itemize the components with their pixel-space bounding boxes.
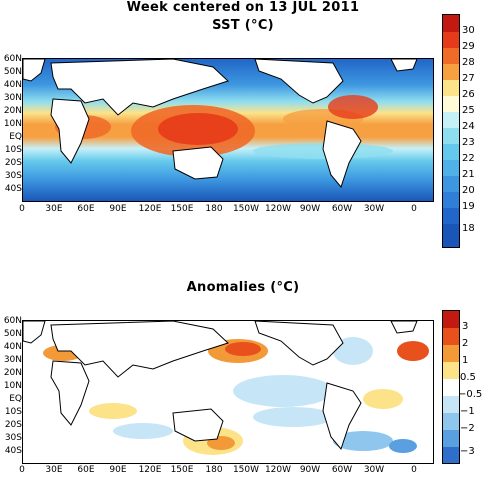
sst-map [22,58,434,202]
anomaly-lon-tick: 60W [331,465,353,475]
anomaly-colorbar-swatch [443,328,459,345]
anomaly-lon-tick: 30W [363,465,385,475]
anomaly-lat-tick: 60N [3,316,22,326]
sst-lat-tick: EQ [9,132,22,142]
sst-colorbar-label: 30 [462,25,475,36]
sst-lon-tick: 60E [77,204,95,214]
anomaly-colorbar-label: −1 [460,406,475,417]
sst-lat-tick: 30N [3,93,22,103]
sst-colorbar-swatch [443,176,459,192]
sst-lat-tick: 40S [4,184,22,194]
anomaly-colorbar-swatch [443,413,459,430]
sst-colorbar-label: 18 [462,223,475,234]
sst-lon-tick: 120E [138,204,162,214]
anomaly-colorbar-label: −0.5 [458,389,483,400]
anomaly-lon-tick: 60E [77,465,95,475]
anomaly-lon-tick: 30E [45,465,63,475]
sst-lon-tick: 60W [331,204,353,214]
sst-colorbar-swatch [443,48,459,64]
anomaly-subtitle: Anomalies (°C) [186,280,300,295]
sst-lon-tick: 0 [19,204,25,214]
anomaly-lat-tick: 30S [4,433,22,443]
anomaly-lat-tick: 40N [3,342,22,352]
sst-lat-tick: 50N [3,67,22,77]
sst-colorbar-swatch [443,80,459,96]
sst-colorbar [442,14,460,248]
anomaly-lon-tick: 0 [19,465,25,475]
anomaly-lat-tick: 10S [4,407,22,417]
sst-colorbar-label: 20 [462,185,475,196]
anomaly-lat-tick: 50N [3,329,22,339]
sst-colorbar-swatch [443,144,459,160]
anomaly-colorbar-swatch [443,311,459,328]
anomaly-colorbar-swatch [443,362,459,379]
sst-lat-tick: 10S [4,145,22,155]
anomaly-lon-tick: 120E [138,465,162,475]
anomaly-lon-tick: 150E [170,465,194,475]
sst-lon-tick: 150E [170,204,194,214]
sst-lon-tick: 90W [299,204,321,214]
anomaly-lon-tick: 90W [299,465,321,475]
sst-colorbar-label: 22 [462,153,475,164]
sst-lon-tick: 120W [264,204,292,214]
anomaly-colorbar-label: 3 [462,321,469,332]
anomaly-lon-tick: 150W [232,465,260,475]
sst-colorbar-label: 25 [462,105,475,116]
sst-lat-tick: 40N [3,80,22,90]
chart-title: Week centered on 13 JUL 2011 [126,0,360,15]
sst-colorbar-label: 28 [462,57,475,68]
sst-colorbar-swatch [443,160,459,176]
anomaly-lon-tick: 90E [109,465,127,475]
anomaly-lat-tick: EQ [9,394,22,404]
sst-colorbar-label: 26 [462,89,475,100]
anomaly-lat-tick: 20N [3,368,22,378]
sst-colorbar-swatch [443,32,459,48]
anomaly-colorbar-swatch [443,396,459,413]
sst-lat-tick: 60N [3,54,22,64]
sst-colorbar-label: 29 [462,41,475,52]
anomaly-lon-tick: 0 [411,465,417,475]
sst-lat-tick: 10N [3,119,22,129]
sst-colorbar-label: 21 [462,169,475,180]
sst-subtitle: SST (°C) [212,18,274,33]
sst-lon-tick: 30W [363,204,385,214]
anomaly-lat-tick: 10N [3,381,22,391]
sst-colorbar-swatch [443,192,459,208]
sst-colorbar-swatch [443,112,459,128]
sst-colorbar-swatch [443,64,459,80]
sst-colorbar-label: 19 [462,201,475,212]
anomaly-lat-tick: 40S [4,446,22,456]
anomaly-colorbar-swatch [443,379,459,396]
anomaly-colorbar-swatch [443,430,459,447]
sst-colorbar-swatch [443,208,459,224]
sst-lon-tick: 90E [109,204,127,214]
anomaly-colorbar-label: −3 [460,446,475,457]
anomaly-colorbar-swatch [443,447,459,463]
anomaly-lon-tick: 180 [205,465,223,475]
sst-lon-tick: 180 [205,204,223,214]
sst-colorbar-label: 27 [462,73,475,84]
sst-colorbar-swatch [443,96,459,112]
anomaly-colorbar-label: −2 [460,423,475,434]
anomaly-lat-tick: 20S [4,420,22,430]
anomaly-colorbar [442,310,460,464]
sst-lon-tick: 150W [232,204,260,214]
sst-colorbar-label: 23 [462,137,475,148]
anomaly-colorbar-label: 0.5 [460,372,476,383]
sst-lon-tick: 0 [411,204,417,214]
sst-colorbar-swatch [443,128,459,144]
anomaly-colorbar-label: 1 [462,355,469,366]
anomaly-lat-tick: 30N [3,355,22,365]
sst-colorbar-swatch [443,224,459,247]
sst-colorbar-swatch [443,15,459,32]
sst-lat-tick: 20S [4,158,22,168]
sst-lat-tick: 20N [3,106,22,116]
anomaly-colorbar-swatch [443,345,459,362]
sst-lon-tick: 30E [45,204,63,214]
sst-colorbar-label: 24 [462,121,475,132]
sst-lat-tick: 30S [4,171,22,181]
anomaly-lon-tick: 120W [264,465,292,475]
anomaly-map [22,320,434,464]
anomaly-colorbar-label: 2 [462,338,469,349]
